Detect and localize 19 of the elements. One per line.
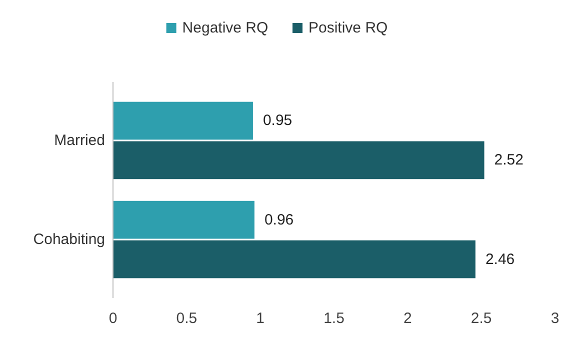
bar [113,240,476,278]
data-label: 2.52 [494,152,524,169]
y-tick-label: Cohabiting [33,231,105,248]
x-tick-label: 3 [550,310,560,327]
x-tick-label: 0 [108,310,118,327]
bar [113,102,253,140]
y-tick-label: Married [54,132,105,149]
legend-label: Negative RQ [182,20,268,36]
legend-label: Positive RQ [308,20,388,36]
x-tick-label: 2.5 [470,310,492,327]
x-tick-label: 0.5 [176,310,198,327]
data-label: 0.95 [262,112,292,130]
x-tick-label: 2 [403,310,412,327]
x-tick-label: 1.5 [324,310,344,327]
bar [113,141,484,180]
bar [113,200,254,239]
x-tick-label: 1 [256,310,265,327]
data-label: 2.46 [485,250,515,268]
data-label: 0.96 [264,211,294,228]
